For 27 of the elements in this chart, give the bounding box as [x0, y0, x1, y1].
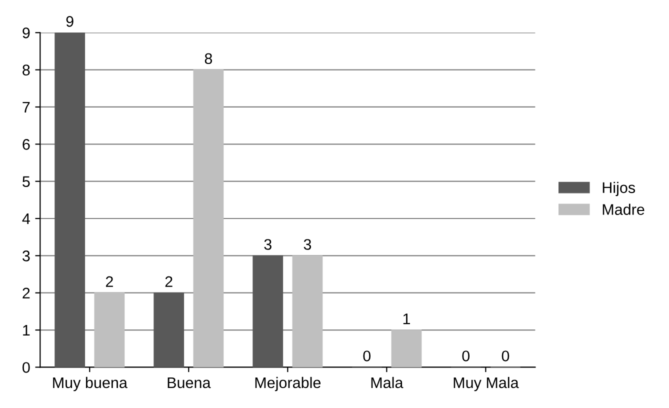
y-tick-label: 8: [22, 64, 30, 76]
data-label: 0: [502, 350, 510, 362]
data-label: 2: [165, 276, 172, 287]
data-label: 0: [363, 350, 371, 362]
y-tick-label: 2: [22, 288, 30, 298]
y-tick-label: 9: [22, 28, 30, 38]
legend-label: Madre: [602, 204, 644, 215]
x-tick-label: Buena: [168, 377, 211, 388]
y-tick-label: 1: [23, 325, 30, 336]
legend-label: Hijos: [602, 182, 636, 196]
x-tick-label: Muy Mala: [454, 376, 519, 392]
data-label: 3: [264, 239, 272, 250]
y-tick-label: 4: [22, 214, 30, 224]
y-tick-label: 6: [22, 139, 30, 150]
y-tick-label: 7: [22, 102, 30, 113]
data-label: 1: [403, 314, 410, 324]
x-tick-label: Mala: [371, 376, 404, 388]
y-tick-label: 3: [22, 250, 30, 262]
data-label: 2: [106, 276, 113, 287]
data-label: 9: [66, 16, 74, 27]
data-label: 0: [462, 350, 470, 362]
x-tick-label: Muy buena: [53, 376, 128, 392]
data-label: 8: [204, 53, 212, 64]
data-label: 3: [304, 239, 312, 250]
y-tick-label: 0: [22, 362, 30, 373]
x-tick-label: Mejorable: [255, 376, 321, 392]
y-tick-label: 5: [22, 176, 30, 188]
